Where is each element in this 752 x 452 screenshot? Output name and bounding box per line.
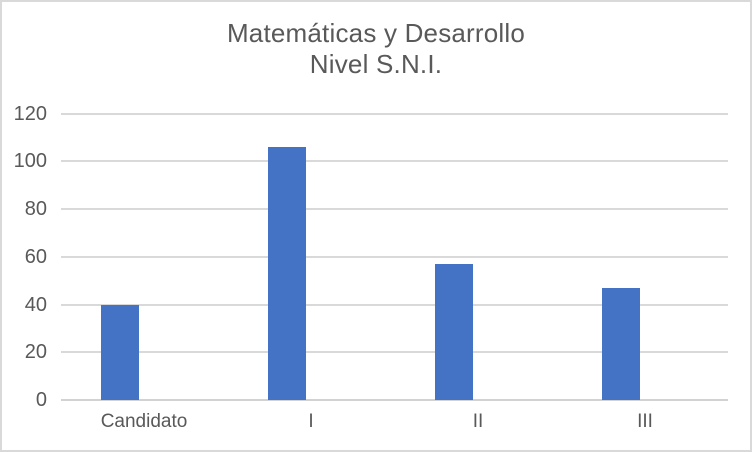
chart-title-line-2: Nivel S.N.I. — [309, 49, 443, 79]
gridline — [61, 303, 728, 306]
chart-title: Matemáticas y Desarrollo Nivel S.N.I. — [0, 18, 752, 80]
gridline — [61, 351, 728, 354]
gridline — [61, 160, 728, 163]
y-axis-tick-label: 80 — [24, 198, 47, 220]
x-axis-category-label: III — [637, 411, 653, 432]
y-axis-tick-label: 100 — [13, 150, 47, 173]
bar-II[interactable] — [435, 263, 473, 400]
y-axis-tick-label: 120 — [13, 102, 47, 125]
gridline — [61, 112, 728, 115]
x-axis-category-label: I — [308, 411, 314, 432]
y-axis-tick-label: 40 — [24, 293, 47, 316]
y-axis-tick-label: 20 — [24, 341, 47, 364]
y-axis-tick-label: 60 — [24, 245, 47, 268]
x-axis-category-label: II — [472, 411, 484, 432]
bar-III[interactable] — [602, 287, 640, 400]
x-axis-category-label: Candidato — [100, 411, 188, 432]
y-axis-tick-label: 0 — [35, 389, 47, 411]
chart-title-line-1: Matemáticas y Desarrollo — [226, 18, 526, 48]
gridline — [61, 255, 728, 258]
gridline — [61, 208, 728, 210]
bar-I[interactable] — [268, 146, 306, 400]
bar-Candidato[interactable] — [101, 304, 139, 400]
x-axis-line — [61, 399, 728, 401]
